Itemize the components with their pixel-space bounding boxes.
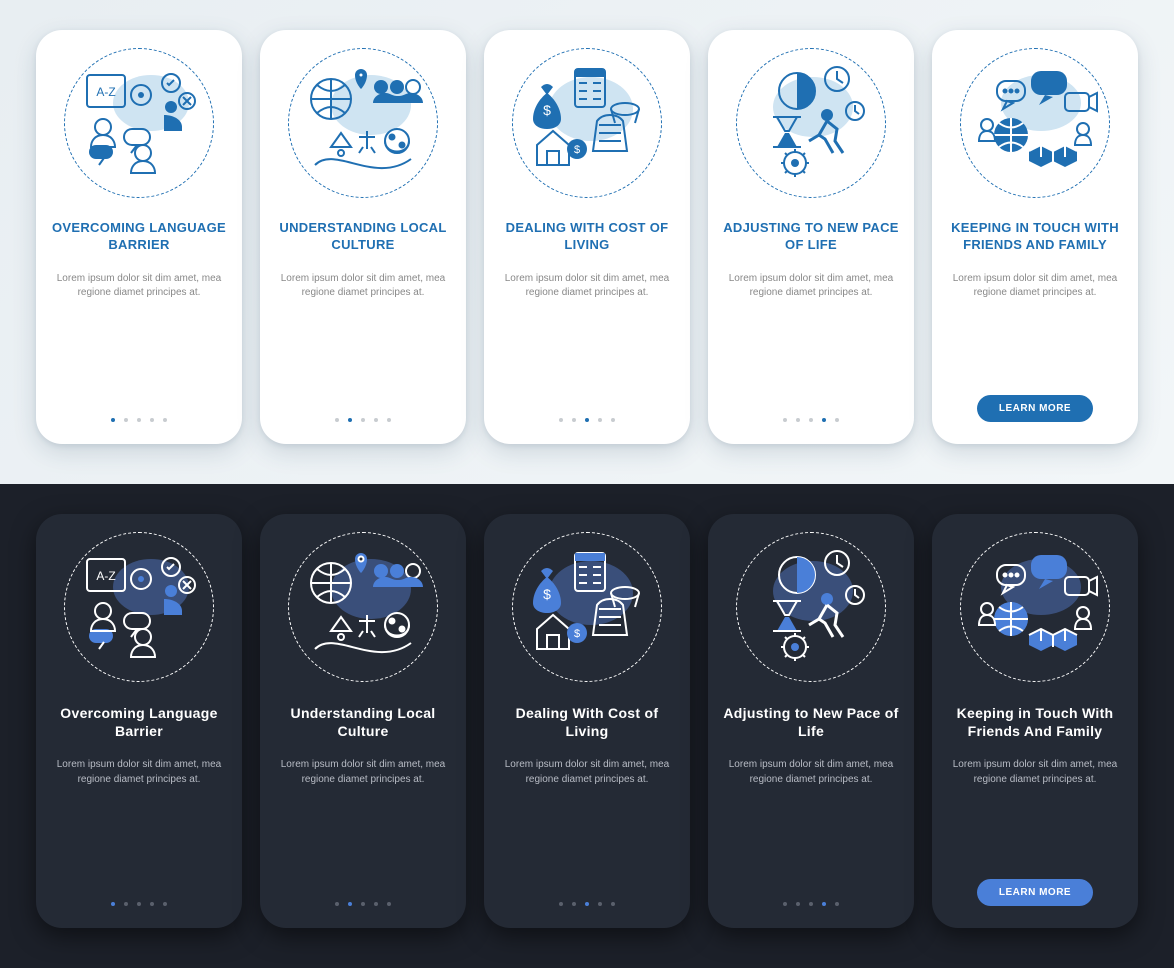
dot[interactable] [163, 418, 167, 422]
pagination-dots [559, 418, 615, 422]
dot[interactable] [585, 418, 589, 422]
pagination-dots [111, 418, 167, 422]
dot[interactable] [835, 418, 839, 422]
dot[interactable] [111, 902, 115, 906]
dot[interactable] [335, 902, 339, 906]
card-body: Lorem ipsum dolor sit dim amet, mea regi… [498, 272, 676, 301]
dot[interactable] [796, 902, 800, 906]
dot[interactable] [111, 418, 115, 422]
card-body: Lorem ipsum dolor sit dim amet, mea regi… [274, 272, 452, 301]
phone-card-dark-1: Understanding Local Culture Lorem ipsum … [260, 514, 466, 928]
pagination-dots [783, 902, 839, 906]
svg-text:$: $ [574, 628, 580, 640]
phone-card-0: A-Z OVERCOMING LANGUAGE BARRIER Lorem ip… [36, 30, 242, 444]
pagination-dots [783, 418, 839, 422]
card-body: Lorem ipsum dolor sit dim amet, mea regi… [498, 758, 676, 787]
phone-card-dark-2: $ $ Dealing With Cost of Living Lorem ip… [484, 514, 690, 928]
cost-of-living-icon: $ $ [512, 532, 662, 682]
dot[interactable] [387, 418, 391, 422]
dot[interactable] [835, 902, 839, 906]
dot[interactable] [348, 418, 352, 422]
phone-card-1: UNDERSTANDING LOCAL CULTURE Lorem ipsum … [260, 30, 466, 444]
card-body: Lorem ipsum dolor sit dim amet, mea regi… [946, 272, 1124, 301]
card-body: Lorem ipsum dolor sit dim amet, mea regi… [274, 758, 452, 787]
dot[interactable] [572, 902, 576, 906]
dot[interactable] [559, 418, 563, 422]
pagination-dots [335, 418, 391, 422]
dot[interactable] [822, 902, 826, 906]
svg-text:A-Z: A-Z [96, 569, 115, 583]
local-culture-icon [288, 48, 438, 198]
card-title: Overcoming Language Barrier [50, 704, 228, 740]
dot[interactable] [783, 902, 787, 906]
dot[interactable] [150, 902, 154, 906]
phone-card-dark-4: Keeping in Touch With Friends And Family… [932, 514, 1138, 928]
card-title: Adjusting to New Pace of Life [722, 704, 900, 740]
phone-card-2: $ $ DEALING WITH COST OF LIVING Lorem ip… [484, 30, 690, 444]
card-body: Lorem ipsum dolor sit dim amet, mea regi… [50, 758, 228, 787]
dot[interactable] [809, 902, 813, 906]
pagination-dots [111, 902, 167, 906]
dot[interactable] [809, 418, 813, 422]
pace-of-life-icon [736, 532, 886, 682]
card-title: Dealing With Cost of Living [498, 704, 676, 740]
card-title: DEALING WITH COST OF LIVING [498, 220, 676, 254]
card-body: Lorem ipsum dolor sit dim amet, mea regi… [722, 272, 900, 301]
dot[interactable] [585, 902, 589, 906]
pagination-dots [335, 902, 391, 906]
dot[interactable] [124, 418, 128, 422]
cost-of-living-icon: $ $ [512, 48, 662, 198]
dot[interactable] [387, 902, 391, 906]
card-title: KEEPING IN TOUCH WITH FRIENDS AND FAMILY [946, 220, 1124, 254]
dot[interactable] [335, 418, 339, 422]
local-culture-icon [288, 532, 438, 682]
card-body: Lorem ipsum dolor sit dim amet, mea regi… [946, 758, 1124, 787]
card-title: UNDERSTANDING LOCAL CULTURE [274, 220, 452, 254]
dot[interactable] [361, 902, 365, 906]
phone-card-dark-0: A-Z Overcoming Language Barrier Lorem ip… [36, 514, 242, 928]
svg-text:A-Z: A-Z [96, 85, 115, 99]
pace-of-life-icon [736, 48, 886, 198]
dot[interactable] [137, 418, 141, 422]
dot[interactable] [374, 418, 378, 422]
dot[interactable] [796, 418, 800, 422]
keeping-in-touch-icon [960, 48, 1110, 198]
dot[interactable] [150, 418, 154, 422]
card-title: Keeping in Touch With Friends And Family [946, 704, 1124, 740]
learn-more-button[interactable]: LEARN MORE [977, 395, 1093, 422]
dot[interactable] [348, 902, 352, 906]
language-barrier-icon: A-Z [64, 48, 214, 198]
dot[interactable] [559, 902, 563, 906]
dot[interactable] [374, 902, 378, 906]
pagination-dots [559, 902, 615, 906]
dot[interactable] [598, 902, 602, 906]
dot[interactable] [598, 418, 602, 422]
dot[interactable] [611, 902, 615, 906]
phone-card-3: ADJUSTING TO NEW PACE OF LIFE Lorem ipsu… [708, 30, 914, 444]
card-title: Understanding Local Culture [274, 704, 452, 740]
card-body: Lorem ipsum dolor sit dim amet, mea regi… [50, 272, 228, 301]
svg-text:$: $ [543, 102, 551, 118]
dot[interactable] [822, 418, 826, 422]
svg-text:$: $ [543, 586, 551, 602]
dot[interactable] [572, 418, 576, 422]
learn-more-button[interactable]: LEARN MORE [977, 879, 1093, 906]
keeping-in-touch-icon [960, 532, 1110, 682]
language-barrier-icon: A-Z [64, 532, 214, 682]
onboarding-section-dark: A-Z Overcoming Language Barrier Lorem ip… [0, 484, 1174, 968]
card-body: Lorem ipsum dolor sit dim amet, mea regi… [722, 758, 900, 787]
dot[interactable] [783, 418, 787, 422]
onboarding-section-light: A-Z OVERCOMING LANGUAGE BARRIER Lorem ip… [0, 0, 1174, 484]
dot[interactable] [137, 902, 141, 906]
card-title: ADJUSTING TO NEW PACE OF LIFE [722, 220, 900, 254]
phone-card-4: KEEPING IN TOUCH WITH FRIENDS AND FAMILY… [932, 30, 1138, 444]
dot[interactable] [124, 902, 128, 906]
card-title: OVERCOMING LANGUAGE BARRIER [50, 220, 228, 254]
dot[interactable] [611, 418, 615, 422]
svg-text:$: $ [574, 144, 580, 156]
dot[interactable] [361, 418, 365, 422]
phone-card-dark-3: Adjusting to New Pace of Life Lorem ipsu… [708, 514, 914, 928]
dot[interactable] [163, 902, 167, 906]
